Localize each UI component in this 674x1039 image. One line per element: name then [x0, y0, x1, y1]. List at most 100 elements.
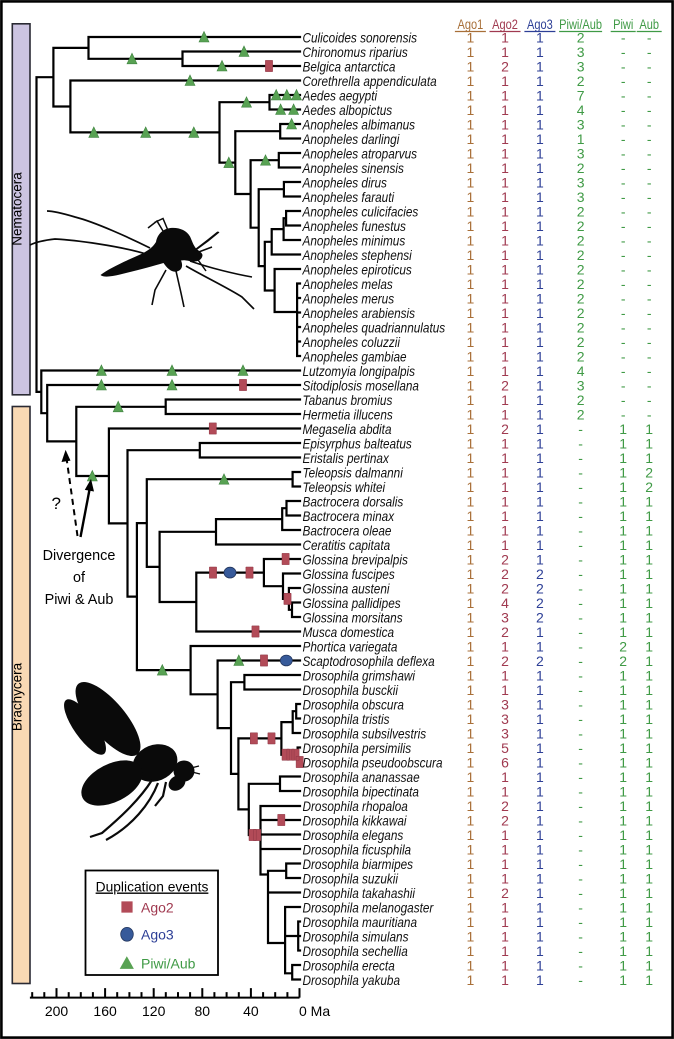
svg-text:-: - — [578, 856, 583, 872]
svg-text:2: 2 — [501, 798, 509, 814]
svg-text:1: 1 — [467, 726, 475, 742]
svg-text:Piwi & Aub: Piwi & Aub — [45, 592, 114, 608]
svg-text:1: 1 — [536, 682, 544, 698]
svg-text:1: 1 — [536, 363, 544, 379]
svg-text:1: 1 — [501, 929, 509, 945]
svg-text:1: 1 — [536, 450, 544, 466]
svg-text:1: 1 — [467, 233, 475, 249]
svg-text:1: 1 — [645, 566, 653, 582]
svg-text:80: 80 — [195, 1003, 211, 1019]
svg-text:-: - — [621, 189, 626, 205]
svg-text:1: 1 — [536, 175, 544, 191]
svg-text:1: 1 — [619, 827, 627, 843]
svg-text:1: 1 — [536, 117, 544, 133]
svg-text:1: 1 — [645, 755, 653, 771]
svg-text:1: 1 — [467, 175, 475, 191]
svg-text:1: 1 — [645, 842, 653, 858]
svg-text:1: 1 — [501, 334, 509, 350]
svg-text:1: 1 — [501, 160, 509, 176]
svg-text:1: 1 — [467, 972, 475, 988]
svg-text:Anopheles merus: Anopheles merus — [302, 291, 395, 307]
svg-text:-: - — [647, 218, 652, 234]
svg-text:Anopheles funestus: Anopheles funestus — [302, 218, 407, 234]
svg-text:1: 1 — [467, 581, 475, 597]
svg-text:1: 1 — [501, 218, 509, 234]
svg-text:-: - — [621, 334, 626, 350]
svg-text:Ago3: Ago3 — [141, 927, 174, 943]
svg-text:1: 1 — [467, 305, 475, 321]
svg-text:1: 1 — [467, 494, 475, 510]
svg-text:3: 3 — [577, 146, 585, 162]
svg-text:-: - — [621, 276, 626, 292]
svg-text:1: 1 — [501, 900, 509, 916]
svg-text:-: - — [578, 784, 583, 800]
svg-text:1: 1 — [501, 73, 509, 89]
svg-text:1: 1 — [501, 958, 509, 974]
svg-text:1: 1 — [536, 218, 544, 234]
svg-text:Anopheles coluzzii: Anopheles coluzzii — [302, 334, 401, 350]
svg-text:Nematocera: Nematocera — [10, 172, 25, 246]
svg-text:Bactrocera oleae: Bactrocera oleae — [303, 523, 392, 539]
svg-text:-: - — [647, 117, 652, 133]
svg-text:Teleopsis dalmanni: Teleopsis dalmanni — [303, 465, 404, 481]
svg-text:2: 2 — [619, 639, 627, 655]
svg-text:1: 1 — [645, 624, 653, 640]
svg-text:-: - — [578, 537, 583, 553]
svg-text:1: 1 — [645, 958, 653, 974]
svg-text:1: 1 — [467, 842, 475, 858]
svg-text:2: 2 — [577, 73, 585, 89]
svg-text:1: 1 — [619, 595, 627, 611]
svg-text:1: 1 — [536, 378, 544, 394]
svg-text:-: - — [647, 233, 652, 249]
svg-text:-: - — [621, 131, 626, 147]
svg-text:-: - — [621, 160, 626, 176]
svg-text:Aedes albopictus: Aedes albopictus — [302, 102, 393, 118]
svg-text:-: - — [578, 871, 583, 887]
svg-text:1: 1 — [467, 44, 475, 60]
svg-text:1: 1 — [619, 465, 627, 481]
svg-text:1: 1 — [645, 943, 653, 959]
svg-text:2: 2 — [577, 160, 585, 176]
svg-text:-: - — [578, 711, 583, 727]
svg-text:Drosophila yakuba: Drosophila yakuba — [303, 972, 400, 988]
svg-text:Piwi/Aub: Piwi/Aub — [141, 955, 196, 971]
svg-text:2: 2 — [577, 407, 585, 423]
svg-text:1: 1 — [501, 827, 509, 843]
svg-text:1: 1 — [619, 537, 627, 553]
svg-text:-: - — [647, 160, 652, 176]
svg-text:Drosophila rhopaloa: Drosophila rhopaloa — [303, 798, 408, 814]
svg-text:1: 1 — [501, 523, 509, 539]
svg-text:1: 1 — [619, 508, 627, 524]
svg-text:-: - — [647, 392, 652, 408]
svg-text:-: - — [578, 523, 583, 539]
svg-text:Glossina pallidipes: Glossina pallidipes — [303, 595, 402, 611]
svg-text:1: 1 — [536, 436, 544, 452]
svg-text:2: 2 — [577, 247, 585, 263]
svg-text:2: 2 — [577, 262, 585, 278]
svg-text:1: 1 — [536, 479, 544, 495]
svg-text:-: - — [578, 755, 583, 771]
svg-text:2: 2 — [577, 218, 585, 234]
svg-text:2: 2 — [536, 581, 544, 597]
svg-text:1: 1 — [536, 334, 544, 350]
svg-text:2: 2 — [501, 581, 509, 597]
svg-text:1: 1 — [467, 856, 475, 872]
svg-text:0 Ma: 0 Ma — [299, 1003, 330, 1019]
svg-text:1: 1 — [467, 392, 475, 408]
svg-text:1: 1 — [467, 929, 475, 945]
svg-text:1: 1 — [467, 320, 475, 336]
svg-text:1: 1 — [536, 392, 544, 408]
svg-text:1: 1 — [619, 740, 627, 756]
svg-text:2: 2 — [577, 305, 585, 321]
svg-text:-: - — [578, 769, 583, 785]
svg-text:1: 1 — [619, 436, 627, 452]
svg-text:2: 2 — [536, 653, 544, 669]
svg-text:1: 1 — [467, 204, 475, 220]
svg-text:-: - — [621, 378, 626, 394]
svg-text:1: 1 — [645, 552, 653, 568]
svg-text:1: 1 — [467, 537, 475, 553]
svg-text:1: 1 — [467, 697, 475, 713]
svg-text:-: - — [578, 624, 583, 640]
svg-text:1: 1 — [501, 668, 509, 684]
svg-text:1: 1 — [467, 943, 475, 959]
